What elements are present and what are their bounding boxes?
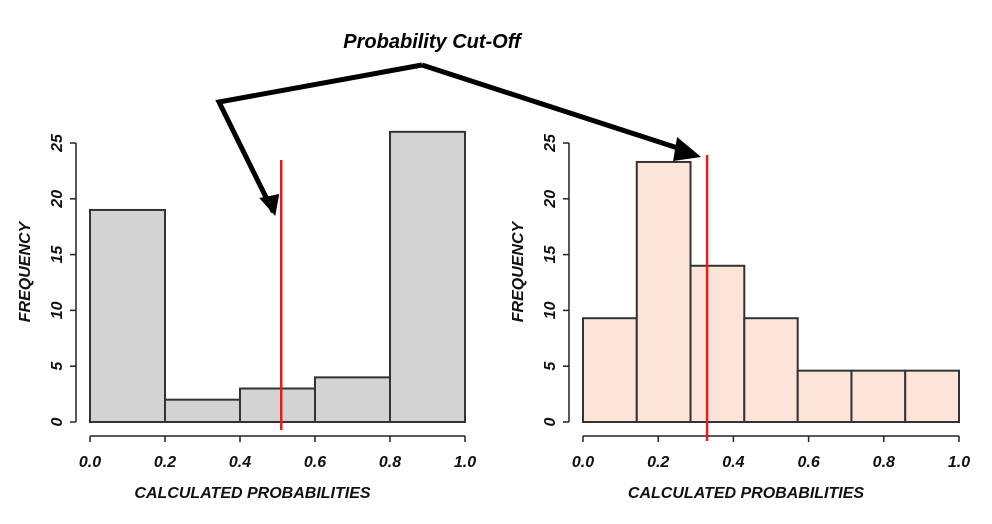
right-y-tick-label-2: 10: [542, 301, 559, 319]
left-y-tick-label-3: 15: [49, 245, 66, 264]
right-x-tick-label-3: 0.6: [797, 454, 819, 471]
left-bar-1: [164, 398, 241, 423]
left-x-tick-label-3: 0.6: [304, 454, 326, 471]
right-bar-6: [904, 369, 960, 423]
right-x-tick-label-0: 0.0: [572, 454, 594, 471]
right-y-tick-label-4: 20: [542, 190, 559, 209]
left-y-tick-label-1: 5: [49, 361, 66, 371]
left-y-axis-label: FREQUENCY: [17, 220, 34, 322]
left-y-tick-label-4: 20: [49, 190, 66, 209]
right-x-tick-label-5: 1.0: [948, 454, 970, 471]
left-y-tick-label-2: 10: [49, 301, 66, 319]
left-x-tick-label-1: 0.2: [154, 454, 176, 471]
left-x-tick-label-4: 0.8: [379, 454, 401, 471]
annotation-arrows: [215, 62, 702, 216]
arrow-to-right-cutoff: [421, 62, 694, 156]
right-bar-0: [582, 317, 638, 424]
left-x-tick-label-2: 0.4: [229, 454, 251, 471]
left-x-tick-label-0: 0.0: [79, 454, 101, 471]
left-histogram: 0.0 0.2 0.4 0.6 0.8 1.0 0 5 10 15 20 25 CALCULATED P…: [17, 130, 476, 502]
right-x-tick-label-4: 0.8: [873, 454, 895, 471]
right-y-tick-label-5: 25: [542, 133, 559, 153]
right-histogram: 0.0 0.2 0.4 0.6 0.8 1.0 0 5 10 15 20 25 CALCULATED P…: [510, 133, 970, 502]
left-y-tick-label-0: 0: [49, 417, 66, 426]
left-bar-4: [389, 130, 466, 423]
right-bar-5: [850, 369, 907, 423]
right-x-tick-label-1: 0.2: [647, 454, 669, 471]
right-bar-4: [796, 369, 853, 423]
left-y-tick-label-5: 25: [49, 133, 66, 153]
right-x-axis-label: CALCULATED PROBABILITIES: [628, 485, 864, 502]
right-y-axis-label: FREQUENCY: [510, 220, 527, 322]
right-bar-2: [689, 264, 746, 424]
arrow-head-left: [259, 194, 280, 216]
left-bar-3: [314, 376, 391, 423]
right-y-tick-label-1: 5: [542, 361, 559, 371]
right-y-tick-label-3: 15: [542, 245, 559, 264]
left-bar-2: [239, 387, 316, 423]
arrow-to-left-cutoff: [215, 62, 423, 214]
left-bar-0: [89, 208, 166, 423]
left-x-axis-label: CALCULATED PROBABILITIES: [134, 485, 370, 502]
right-bar-3: [743, 317, 799, 424]
right-bar-1: [635, 160, 692, 424]
cutoff-annotation-title: Probability Cut-Off: [343, 31, 523, 53]
left-x-tick-label-5: 1.0: [454, 454, 476, 471]
right-x-tick-label-2: 0.4: [722, 454, 744, 471]
right-y-tick-label-0: 0: [542, 417, 559, 426]
arrow-head-right: [673, 137, 702, 161]
